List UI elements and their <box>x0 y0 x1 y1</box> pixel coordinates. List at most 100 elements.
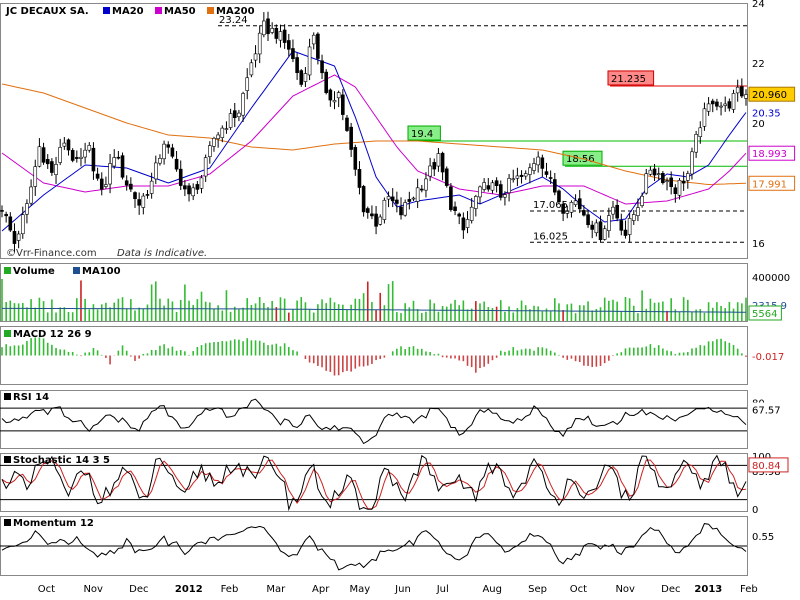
x-axis-label: Dec <box>129 584 148 595</box>
candle-body <box>386 196 391 200</box>
legend-swatch-ma100 <box>73 267 80 274</box>
volume-last-value: 5564 <box>752 309 777 320</box>
candle-body <box>286 40 291 50</box>
candle-body <box>212 137 216 147</box>
stochastic-d-line <box>1 459 747 510</box>
legend-ma20: MA20 <box>112 6 144 17</box>
candle-body <box>174 158 179 170</box>
candle-body <box>669 177 673 187</box>
candle-body <box>295 57 299 73</box>
price-last-value: 18.993 <box>752 149 787 160</box>
candle-body <box>540 157 545 169</box>
candle-body <box>602 228 607 240</box>
level-label: 17.065 <box>533 200 568 211</box>
legend-stochastic: Stochastic 14 3 5 <box>13 455 110 466</box>
candle-body <box>66 139 71 151</box>
candle-body <box>266 18 270 35</box>
candle-body <box>178 168 183 186</box>
candle-body <box>145 194 150 196</box>
candle-body <box>731 93 736 110</box>
price-ytick-label: 22 <box>752 59 765 70</box>
candle-body <box>490 182 495 191</box>
candle-body <box>644 173 649 194</box>
ma20-line <box>1 50 747 232</box>
candle-body <box>41 147 46 163</box>
candle-body <box>75 157 79 159</box>
candle-body <box>444 168 449 186</box>
x-axis-label: Oct <box>570 584 587 595</box>
momentum-last-value-box <box>749 529 782 544</box>
candle-body <box>162 143 166 160</box>
candle-body <box>29 186 33 204</box>
candle-body <box>523 173 528 177</box>
candle-body <box>70 150 75 161</box>
candle-body <box>727 101 732 109</box>
volume-ytick-label: 400000 <box>752 273 790 284</box>
legend-momentum: Momentum 12 <box>13 518 94 529</box>
price-last-value-box <box>748 86 796 102</box>
candle-body <box>328 89 333 101</box>
candle-body <box>208 145 212 157</box>
chart-title: JC DECAUX SA. <box>5 6 89 17</box>
legend-rsi: RSI 14 <box>13 392 49 403</box>
level-label-box <box>607 70 655 86</box>
candle-body <box>461 217 466 231</box>
candle-body <box>270 28 274 33</box>
candle-body <box>706 103 711 112</box>
candle-body <box>407 199 412 202</box>
candle-body <box>370 213 374 217</box>
candle-body <box>345 117 349 131</box>
ma200-line <box>1 83 747 186</box>
candle-body <box>237 112 241 118</box>
x-axis-label: Dec <box>661 584 680 595</box>
x-axis-label: Apr <box>312 584 330 595</box>
rsi-line <box>1 398 747 445</box>
candle-body <box>465 219 470 228</box>
candle-body <box>469 206 474 221</box>
stochastic-panel <box>0 453 748 512</box>
candle-body <box>511 178 516 181</box>
candle-body <box>83 149 87 158</box>
candle-body <box>116 156 121 159</box>
macd-last-value-box <box>749 349 795 364</box>
candle-body <box>79 156 83 159</box>
candle-body <box>129 183 133 190</box>
candle-body <box>640 195 644 206</box>
candle-body <box>133 192 137 200</box>
candle-body <box>390 196 395 202</box>
candle-body <box>124 180 129 186</box>
candle-body <box>503 194 507 198</box>
x-axis-label: Sep <box>528 584 547 595</box>
candle-body <box>104 184 108 187</box>
legend-swatch-macd <box>4 330 11 337</box>
candle-body <box>627 218 632 235</box>
candle-body <box>615 204 619 219</box>
legend-swatch-stochastic <box>4 456 11 463</box>
watermark: ©Vrr-Finance.com <box>6 248 97 259</box>
price-panel <box>0 3 748 259</box>
volume-last-value-box <box>748 305 782 321</box>
candle-body <box>241 93 245 116</box>
candle-body <box>95 173 100 179</box>
volume-ma100-line <box>2 307 746 313</box>
candle-body <box>99 178 104 190</box>
candle-body <box>166 144 171 148</box>
candle-body <box>577 198 582 210</box>
candle-body <box>607 215 611 231</box>
candle-body <box>357 169 362 188</box>
candle-body <box>382 199 387 220</box>
candle-body <box>320 60 324 74</box>
x-axis-label: Nov <box>83 584 103 595</box>
candle-body <box>253 53 258 61</box>
legend-swatch-volume <box>4 267 11 274</box>
candle-body <box>291 48 295 60</box>
candle-body <box>586 214 590 226</box>
stochastic-ytick-label: 0 <box>752 505 758 516</box>
candle-body <box>532 163 536 171</box>
candle-body <box>199 177 204 189</box>
candle-body <box>569 202 574 213</box>
level-label-box <box>407 125 441 141</box>
x-axis-label: Mar <box>266 584 286 595</box>
candle-body <box>183 185 187 190</box>
candle-body <box>582 210 586 216</box>
